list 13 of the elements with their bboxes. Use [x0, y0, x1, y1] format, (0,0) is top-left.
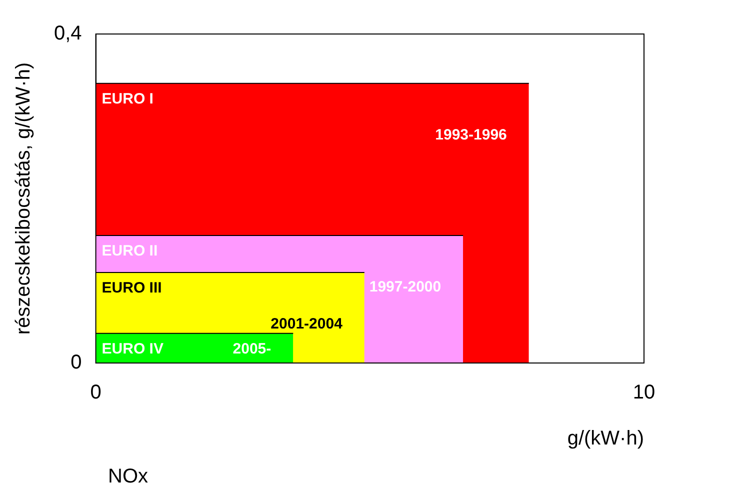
series-label: EURO IV [102, 340, 164, 358]
annotation: 2001-2004 [270, 316, 344, 333]
x-tick-label: 10 [632, 382, 656, 404]
series-label: EURO II [102, 242, 158, 260]
annotation: 1993-1996 [435, 126, 507, 144]
y-axis-title: részecskekibocsátás, g/(kW·h) [12, 62, 35, 335]
text: NOx [108, 466, 148, 488]
x-axis-title: g/(kW·h) [567, 428, 644, 450]
series-label: EURO I [102, 90, 154, 108]
annotation: 2005- [232, 340, 272, 358]
annotation: 1997-2000 [369, 278, 442, 296]
y-tick-label: 0,4 [54, 22, 82, 45]
series-label: EURO III [102, 280, 162, 297]
